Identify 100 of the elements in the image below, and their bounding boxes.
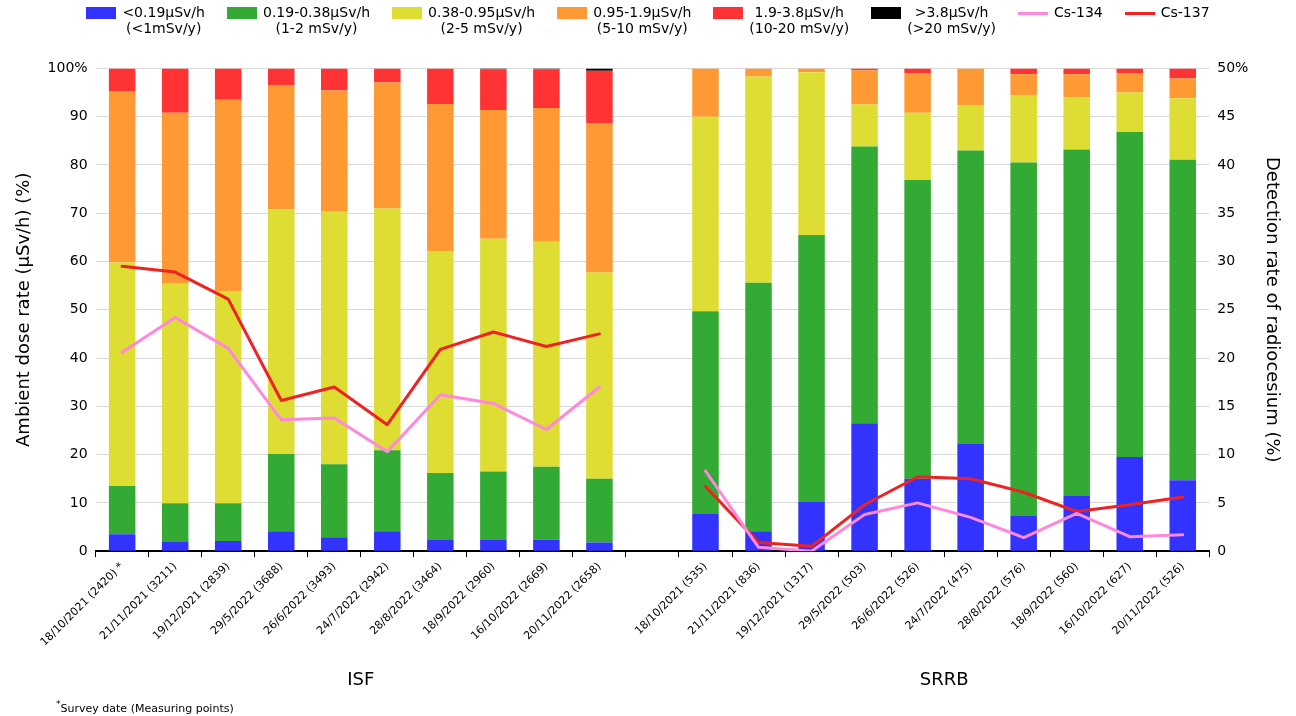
- bar: [904, 112, 931, 180]
- bar: [957, 443, 984, 551]
- bar: [321, 90, 348, 212]
- bar: [1116, 132, 1143, 457]
- bar: [586, 542, 613, 551]
- bar: [161, 68, 189, 113]
- bar: [161, 112, 189, 284]
- bar: [374, 82, 401, 209]
- bar: [214, 68, 242, 100]
- y2-tick-label: 0: [1217, 541, 1227, 558]
- bar: [374, 531, 401, 551]
- bar: [374, 208, 401, 451]
- bar: [480, 109, 507, 239]
- bar: [214, 541, 242, 551]
- bar: [851, 423, 878, 551]
- legend-label: 0.38-0.95μSv/h (2-5 mSv/y): [428, 4, 536, 36]
- legend-label: 0.19-0.38μSv/h (1-2 mSv/y): [262, 4, 371, 36]
- legend-label: 1.9-3.8μSv/h (10-20 mSv/y): [749, 4, 850, 36]
- bar: [161, 541, 189, 551]
- bar: [427, 68, 454, 105]
- bar: [108, 534, 136, 551]
- bar: [533, 107, 560, 242]
- y-tick-label: 30: [69, 396, 88, 413]
- bar: [586, 272, 613, 479]
- bar: [267, 68, 295, 86]
- bar: [798, 234, 825, 502]
- y-tick-label: 40: [69, 348, 88, 365]
- bar: [108, 485, 136, 535]
- bar: [1169, 159, 1197, 481]
- legend-label: Cs-137: [1160, 4, 1210, 20]
- y-tick-label: 100%: [47, 59, 88, 76]
- bar: [321, 464, 348, 538]
- bar: [1116, 457, 1143, 551]
- bar: [480, 540, 507, 551]
- bar: [586, 70, 613, 124]
- legend-label: 0.95-1.9μSv/h (5-10 mSv/y): [593, 4, 692, 36]
- bar: [904, 478, 931, 551]
- y-tick-label: 60: [69, 252, 88, 269]
- bar: [1010, 515, 1037, 551]
- y-tick-label: 90: [69, 107, 88, 124]
- bar: [957, 150, 984, 444]
- bar: [374, 68, 401, 83]
- bar: [214, 99, 242, 292]
- bar: [533, 539, 560, 551]
- bar: [480, 69, 507, 110]
- bar: [480, 238, 507, 472]
- bar: [1116, 92, 1143, 133]
- bar: [745, 76, 772, 283]
- y-tick-label: 10: [69, 493, 88, 510]
- bar: [957, 105, 984, 151]
- legend-label: <0.19μSv/h (<1mSv/y): [122, 4, 205, 36]
- bar: [1063, 149, 1090, 497]
- y2-tick-label: 40: [1217, 155, 1236, 172]
- y-tick-label: 70: [69, 203, 88, 220]
- bar: [1169, 98, 1197, 160]
- y2-tick-label: 35: [1217, 203, 1236, 220]
- bar: [851, 146, 878, 424]
- bar: [1063, 97, 1090, 150]
- y-axis-title: Ambient dose rate (μSv/h) (%): [12, 172, 34, 447]
- bar: [427, 472, 454, 541]
- y2-tick-label: 5: [1217, 493, 1227, 510]
- y2-axis-title: Detection rate of radiocesium (%): [1262, 156, 1284, 463]
- y-tick-label: 20: [69, 445, 88, 462]
- bar: [267, 85, 295, 210]
- bar: [798, 72, 825, 235]
- bar: [108, 68, 136, 92]
- bar: [267, 454, 295, 532]
- bar: [692, 68, 719, 117]
- bar: [586, 478, 613, 543]
- y2-tick-label: 15: [1217, 396, 1236, 413]
- bar: [533, 241, 560, 467]
- bar: [1010, 95, 1037, 163]
- bar: [321, 537, 348, 551]
- bar: [427, 104, 454, 252]
- y-tick-label: 80: [69, 155, 88, 172]
- bar: [692, 513, 719, 551]
- y2-tick-label: 50%: [1217, 59, 1249, 76]
- y2-tick-label: 45: [1217, 107, 1236, 124]
- y2-tick-label: 10: [1217, 445, 1236, 462]
- bar: [851, 104, 878, 147]
- bar: [533, 466, 560, 540]
- bar: [1010, 162, 1037, 516]
- legend-label: Cs-134: [1053, 4, 1103, 20]
- bar: [586, 123, 613, 273]
- bar: [692, 311, 719, 514]
- text: SRRB: [919, 668, 969, 689]
- bar: [161, 283, 189, 504]
- bar: [267, 531, 295, 551]
- bar: [957, 68, 984, 106]
- text: ISF: [347, 668, 375, 689]
- bar: [1169, 68, 1197, 79]
- bar: [321, 68, 348, 91]
- bar: [214, 291, 242, 504]
- y2-tick-label: 20: [1217, 348, 1236, 365]
- bar: [745, 282, 772, 532]
- bar: [533, 69, 560, 108]
- y-tick-label: 0: [78, 541, 88, 558]
- bar: [374, 450, 401, 532]
- legend-label: >3.8μSv/h (>20 mSv/y): [907, 4, 996, 36]
- bar: [1169, 480, 1197, 551]
